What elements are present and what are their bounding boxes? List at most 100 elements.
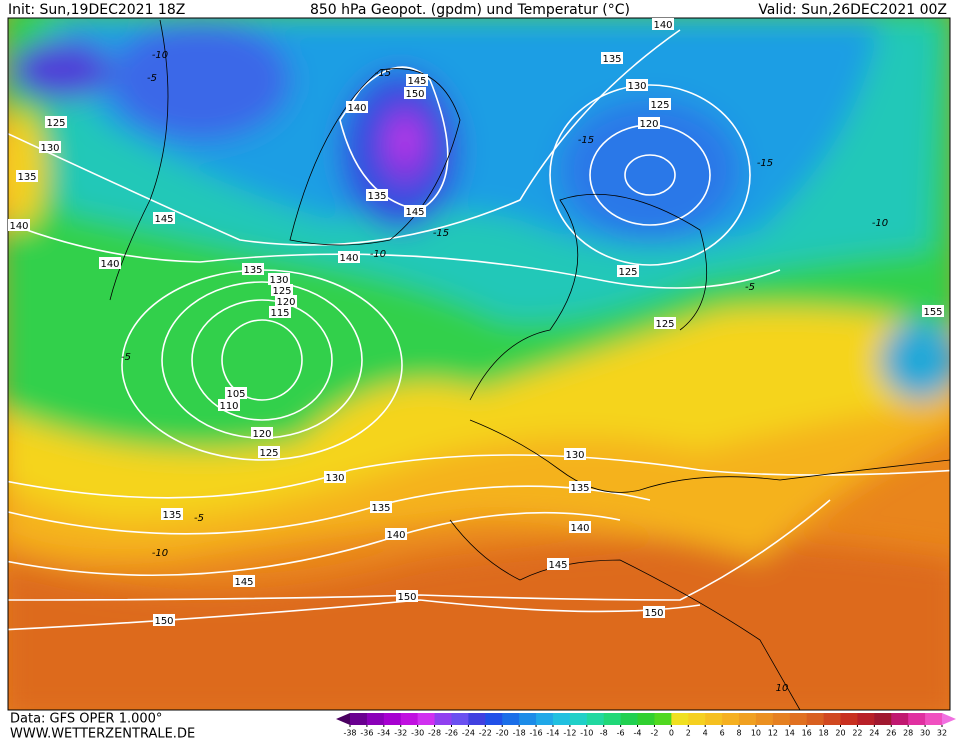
contour-label: 140 <box>9 221 28 232</box>
contour-label-box <box>268 273 290 285</box>
colorbar-tick-label: -8 <box>600 729 608 738</box>
colorbar-segment <box>620 713 639 725</box>
coastlines <box>109 19 950 710</box>
colorbar-segment <box>434 713 452 725</box>
contour-label-box <box>218 399 240 411</box>
contour-label: 150 <box>644 608 663 619</box>
contour-label: 130 <box>325 473 344 484</box>
contour-label-box <box>547 558 569 570</box>
colorbar-segment <box>451 713 469 725</box>
colorbar-tick-label: 10 <box>751 729 761 738</box>
isotherm-label: -10 <box>370 249 386 260</box>
colorbar-segment <box>874 713 892 725</box>
isotherm-label: -5 <box>745 282 755 293</box>
colorbar-tick-label: 12 <box>768 729 778 738</box>
contour-label-box <box>366 189 388 201</box>
contour-label: 145 <box>154 214 173 225</box>
colorbar-tick-label: -18 <box>513 729 526 738</box>
isotherm-label: -15 <box>375 68 391 79</box>
colorbar-tick-label: 32 <box>937 729 947 738</box>
colorbar-tick-label: -38 <box>343 729 356 738</box>
colorbar-tick-label: -6 <box>617 729 625 738</box>
contour-label: 140 <box>339 253 358 264</box>
contour-label-box <box>564 448 586 460</box>
colorbar-segment <box>654 713 672 725</box>
colorbar-tick-label: -30 <box>411 729 424 738</box>
contour-label: 125 <box>650 100 669 111</box>
colorbar-segment <box>603 713 622 725</box>
colorbar-segment <box>705 713 723 725</box>
temperature-field <box>8 18 950 710</box>
colorbar-segment <box>569 713 588 725</box>
colorbar-segment <box>755 713 774 725</box>
map-frame <box>7 17 951 711</box>
colorbar-segment <box>519 713 537 725</box>
colorbar-segment <box>857 713 875 725</box>
colorbar-segment <box>468 713 486 725</box>
contour-label: 140 <box>386 530 405 541</box>
colorbar-tick-label: -12 <box>563 729 576 738</box>
colorbar-segment <box>891 713 909 725</box>
contour-label-box <box>643 606 665 618</box>
contour-label: 140 <box>570 523 589 534</box>
isotherm-label: -15 <box>578 135 594 146</box>
contour-label-box <box>385 528 407 540</box>
contour-label-box <box>569 481 591 493</box>
contour-label-box <box>396 590 418 602</box>
contour-label: 125 <box>272 286 291 297</box>
colorbar-tick-label: -20 <box>496 729 509 738</box>
colorbar-segment <box>417 713 436 725</box>
valid-time: Valid: Sun,26DEC2021 00Z <box>758 2 947 18</box>
contour-label: 150 <box>397 592 416 603</box>
colorbar-tick-label: 2 <box>686 729 691 738</box>
contour-label: 140 <box>347 103 366 114</box>
colorbar-tick-label: -2 <box>650 729 658 738</box>
isotherm-label: -15 <box>757 158 773 169</box>
isotherm-label: -10 <box>872 218 888 229</box>
contour-label: 125 <box>46 118 65 129</box>
contour-label-box <box>649 98 671 110</box>
colorbar-segment <box>739 713 757 725</box>
contour-label: 135 <box>162 510 181 521</box>
contour-label-box <box>242 263 264 275</box>
contour-label-box <box>233 575 255 587</box>
colorbar-tick-label: 18 <box>819 729 829 738</box>
contour-label-box <box>569 521 591 533</box>
colorbar-tick-label: 8 <box>736 729 741 738</box>
contour-label: 145 <box>234 577 253 588</box>
contour-label-box <box>161 508 183 520</box>
colorbar-tick-label: -4 <box>634 729 642 738</box>
colorbar-tick-label: -22 <box>479 729 492 738</box>
isotherm-label: 10 <box>776 683 789 694</box>
colorbar-segment <box>772 713 791 725</box>
colorbar-tick-label: 0 <box>669 729 674 738</box>
contour-label-box <box>324 471 346 483</box>
colorbar-tick-label: 6 <box>720 729 725 738</box>
contour-label-box <box>8 219 30 231</box>
colorbar-segment <box>789 713 808 725</box>
colorbar-tick-label: 28 <box>903 729 913 738</box>
isotherm-label: -10 <box>152 548 168 559</box>
colorbar-tick-label: 20 <box>835 729 845 738</box>
colorbar-tick-label: 30 <box>920 729 930 738</box>
contour-label: 125 <box>618 267 637 278</box>
colorbar-segment <box>350 713 368 725</box>
colorbar-segment <box>502 713 520 725</box>
colorbar-tick-label: -28 <box>428 729 441 738</box>
contour-label: 105 <box>226 389 245 400</box>
colorbar-tick-label: -36 <box>360 729 373 738</box>
colorbar-segment <box>671 713 689 725</box>
contour-label: 130 <box>627 81 646 92</box>
contour-label: 120 <box>252 429 271 440</box>
contour-label-box <box>638 117 660 129</box>
isotherm-label: -5 <box>194 513 204 524</box>
contour-label: 115 <box>270 308 289 319</box>
colorbar-tick-label: 14 <box>785 729 795 738</box>
colorbar-tick-label: 4 <box>703 729 708 738</box>
colorbar-segment <box>383 713 402 725</box>
colorbar-tick-label: -16 <box>530 729 543 738</box>
contour-label-box <box>251 427 273 439</box>
colorbar-tick-label: 16 <box>802 729 812 738</box>
colorbar-tick-label: -26 <box>445 729 458 738</box>
